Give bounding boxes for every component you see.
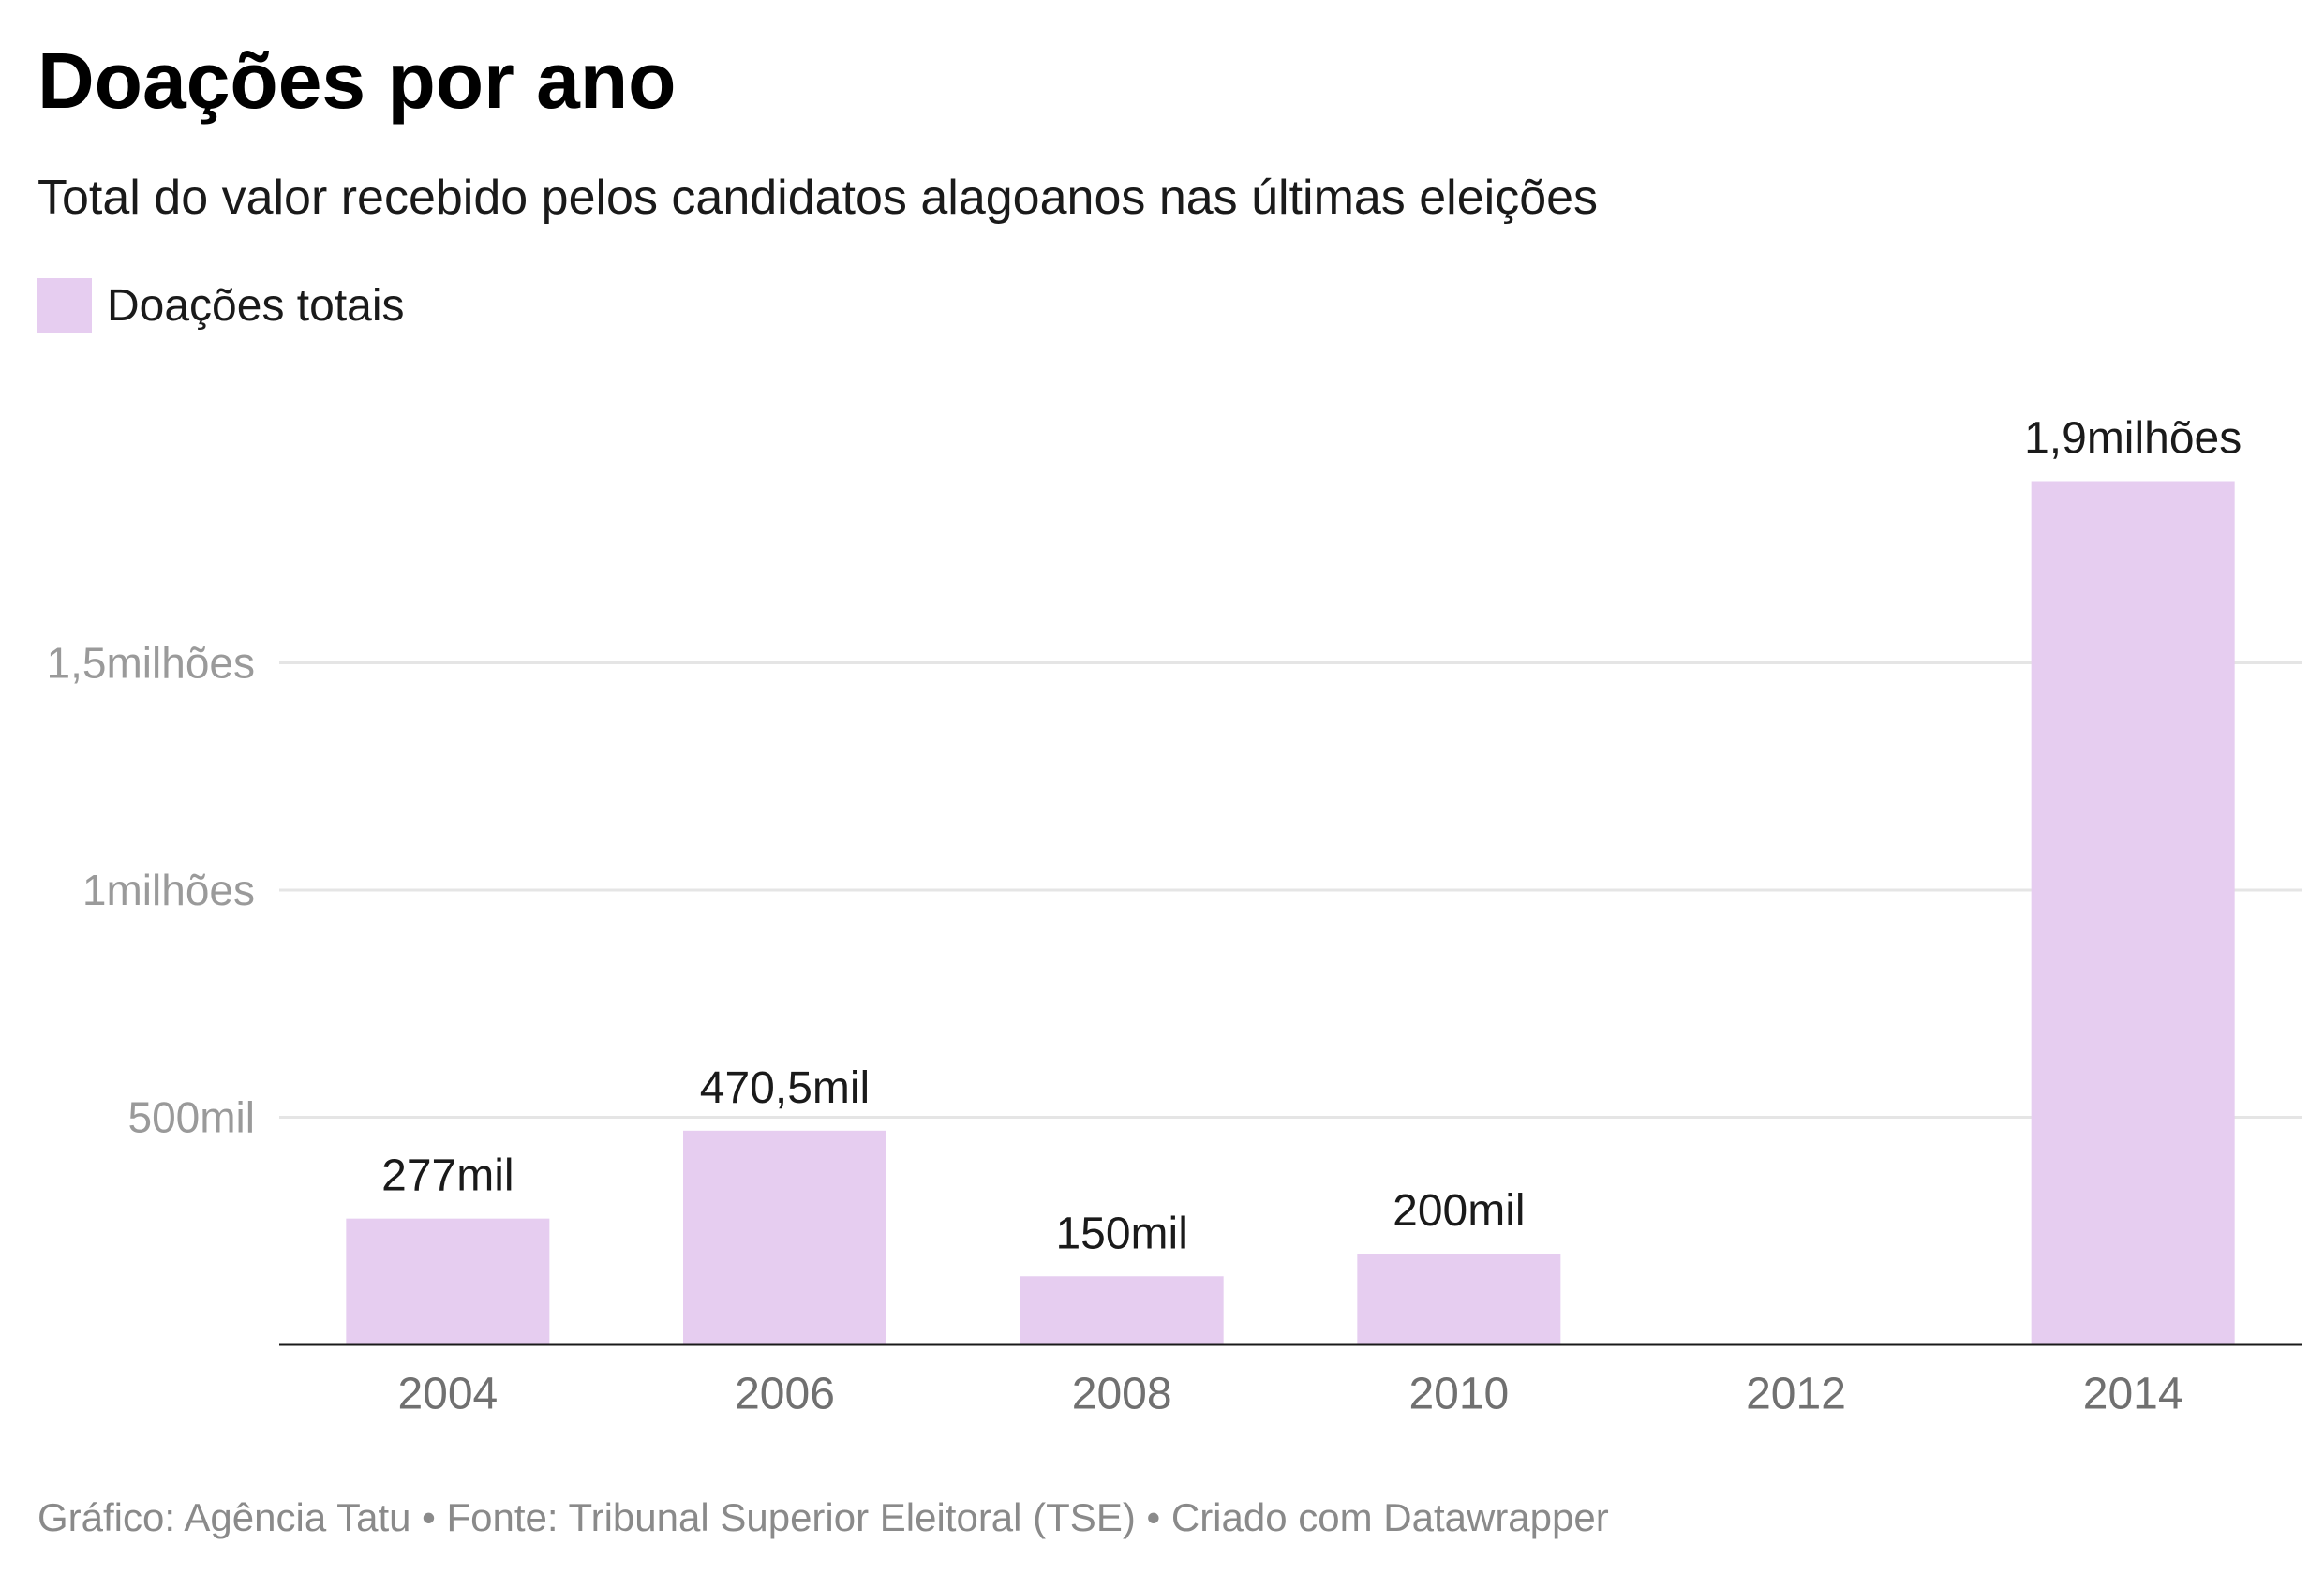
y-tick-label: 1milhões: [82, 866, 255, 914]
bar: [1020, 1276, 1224, 1344]
x-axis-ticks: 2004 2006 2008 2010 2012 2014: [397, 1370, 2182, 1419]
x-tick-label: 2012: [1746, 1370, 1846, 1419]
bar-value-label: 150mil: [1055, 1209, 1187, 1258]
bar-value-label: 200mil: [1393, 1186, 1525, 1236]
bar-value-label: 470,5mil: [700, 1063, 870, 1113]
legend: Doações totais: [37, 277, 405, 334]
value-labels: 277mil 470,5mil 150mil 200mil 1,9milhões: [381, 414, 2242, 1259]
legend-label: Doações totais: [107, 280, 405, 331]
legend-swatch: [37, 278, 92, 333]
gridlines: [279, 661, 2302, 1119]
bar: [2031, 481, 2235, 1344]
bar: [346, 1218, 550, 1344]
bar-value-label: 277mil: [381, 1151, 514, 1201]
y-axis-ticks: 500mil 1milhões 1,5milhões: [47, 639, 255, 1142]
x-tick-label: 2008: [1072, 1370, 1172, 1419]
x-tick-label: 2006: [735, 1370, 835, 1419]
x-tick-label: 2014: [2083, 1370, 2183, 1419]
y-tick-label: 1,5milhões: [47, 639, 255, 688]
y-tick-label: 500mil: [127, 1093, 255, 1142]
bar: [1357, 1254, 1561, 1344]
bar-value-label: 1,9milhões: [2024, 414, 2242, 464]
chart-subtitle: Total do valor recebido pelos candidatos…: [37, 171, 1599, 225]
chart-footer: Gráfico: Agência Tatu • Fonte: Tribunal …: [37, 1495, 1609, 1539]
x-tick-label: 2010: [1408, 1370, 1509, 1419]
bars: [346, 481, 2235, 1344]
chart-title: Doações por ano: [37, 37, 677, 125]
x-tick-label: 2004: [397, 1370, 498, 1419]
bar: [683, 1130, 886, 1344]
